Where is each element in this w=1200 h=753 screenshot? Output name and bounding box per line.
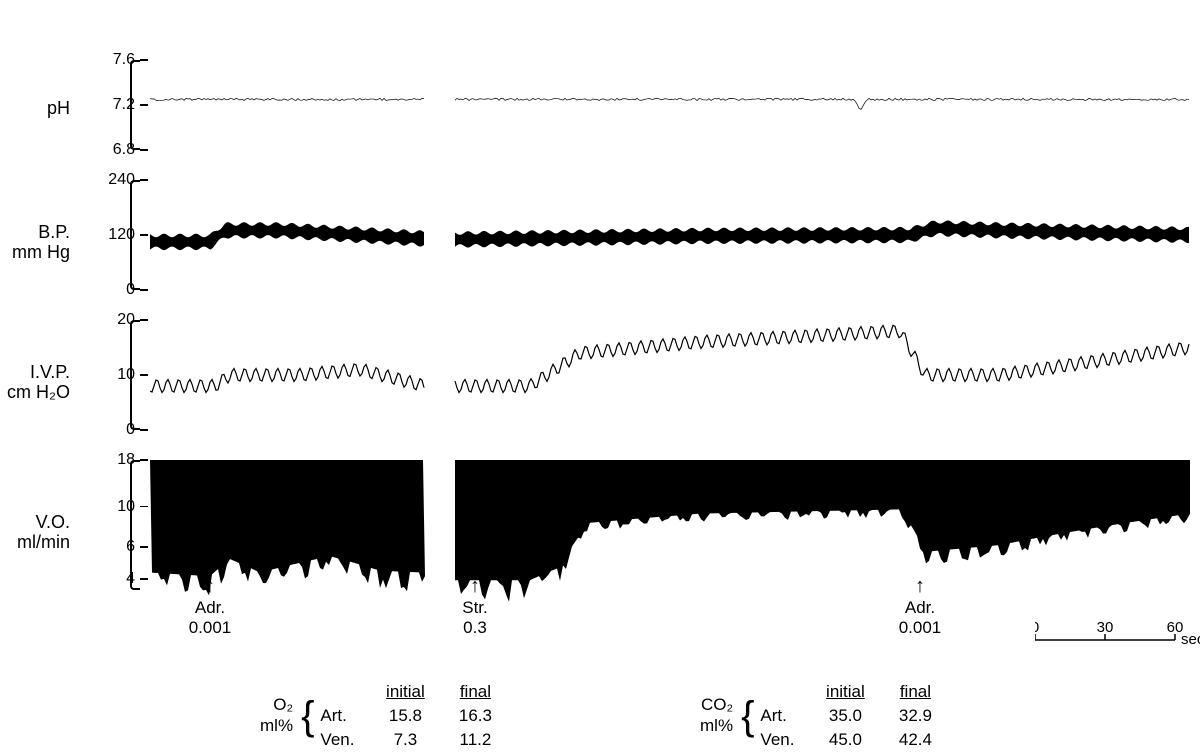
tick-mark <box>140 179 148 181</box>
table-row: Ven.45.042.4 <box>760 728 950 752</box>
brace-icon: { <box>741 700 754 732</box>
tick-label: 120 <box>108 226 135 244</box>
table-label: O₂ml% <box>260 695 293 736</box>
tick-label: 6 <box>126 538 135 556</box>
svg-text:0: 0 <box>1035 620 1039 636</box>
axis-label-ivp: I.V.P.cm H₂O <box>0 363 70 403</box>
svg-text:30: 30 <box>1097 620 1114 636</box>
tick-mark <box>140 429 148 431</box>
tick-mark <box>140 459 148 461</box>
tick-label: 10 <box>117 498 135 516</box>
tick-mark <box>140 578 148 580</box>
event-label: Adr. <box>890 598 950 618</box>
tick-label: 4 <box>126 570 135 588</box>
tick-mark <box>140 506 148 508</box>
tick-label: 240 <box>108 171 135 189</box>
tick-mark <box>140 59 148 61</box>
table-row: Ven.7.311.2 <box>320 728 510 752</box>
tick-mark <box>140 546 148 548</box>
event-label: 0.001 <box>890 618 950 638</box>
tick-label: 7.6 <box>113 51 135 69</box>
tick-mark <box>140 289 148 291</box>
tick-label: 10 <box>117 366 135 384</box>
trace-ivp <box>150 300 1190 450</box>
row-label: Art. <box>760 704 810 728</box>
gas-table: CO₂ml%{initialfinalArt.35.032.9Ven.45.04… <box>700 680 950 751</box>
event-marker: ↑Adr.0.001 <box>890 575 950 638</box>
row-label: Ven. <box>760 728 810 752</box>
tick-label: 7.2 <box>113 96 135 114</box>
table-cell: 16.3 <box>440 704 510 728</box>
tick-label: 20 <box>117 311 135 329</box>
tick-mark <box>140 234 148 236</box>
trace-bp <box>150 160 1190 310</box>
trace-ph <box>150 40 1190 170</box>
gas-table: O₂ml%{initialfinalArt.15.816.3Ven.7.311.… <box>260 680 510 751</box>
tick-label: 18 <box>117 451 135 469</box>
table-header: final <box>440 680 510 704</box>
table-cell: 7.3 <box>370 728 440 752</box>
event-label: Adr. <box>180 598 240 618</box>
table-cell: 42.4 <box>880 728 950 752</box>
table-cell: 35.0 <box>810 704 880 728</box>
svg-text:sec: sec <box>1181 631 1200 648</box>
tick-label: 6.8 <box>113 141 135 159</box>
brace-icon: { <box>301 700 314 732</box>
row-label: Art. <box>320 704 370 728</box>
table-cell: 11.2 <box>440 728 510 752</box>
table-cell: 45.0 <box>810 728 880 752</box>
tick-label: 0 <box>126 421 135 439</box>
event-marker: ↑Str.0.3 <box>445 575 505 638</box>
table-cell: 32.9 <box>880 704 950 728</box>
table-header: final <box>880 680 950 704</box>
event-label: Str. <box>445 598 505 618</box>
axis-label-bp: B.P.mm Hg <box>0 223 70 263</box>
table-header: initial <box>370 680 440 704</box>
table-row: Art.35.032.9 <box>760 704 950 728</box>
event-marker: ↑Adr.0.001 <box>180 575 240 638</box>
tick-mark <box>140 149 148 151</box>
table-label: CO₂ml% <box>700 695 733 736</box>
row-label: Ven. <box>320 728 370 752</box>
tick-mark <box>140 374 148 376</box>
event-label: 0.3 <box>445 618 505 638</box>
tick-mark <box>140 319 148 321</box>
axis-label-ph: pH <box>0 99 70 119</box>
table-header: initial <box>810 680 880 704</box>
arrow-up-icon: ↑ <box>890 575 950 598</box>
time-scalebar: 03060sec <box>1035 620 1200 655</box>
tick-label: 0 <box>126 281 135 299</box>
event-label: 0.001 <box>180 618 240 638</box>
table-row: Art.15.816.3 <box>320 704 510 728</box>
arrow-up-icon: ↑ <box>180 575 240 598</box>
tick-mark <box>140 104 148 106</box>
trace-vo <box>150 440 1190 610</box>
axis-label-vo: V.O.ml/min <box>0 513 70 553</box>
table-cell: 15.8 <box>370 704 440 728</box>
arrow-up-icon: ↑ <box>445 575 505 598</box>
